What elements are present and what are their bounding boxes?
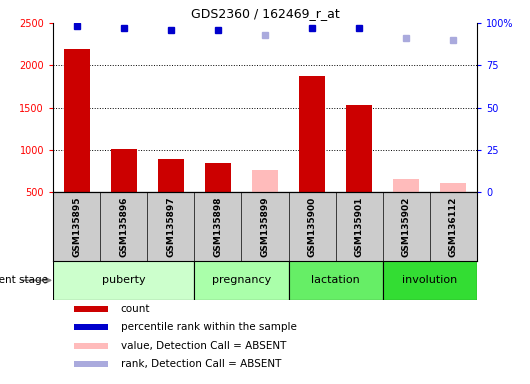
Text: lactation: lactation bbox=[311, 275, 360, 285]
Bar bbox=[393, 179, 419, 192]
Text: involution: involution bbox=[402, 275, 457, 285]
Text: GSM135900: GSM135900 bbox=[307, 197, 316, 257]
Bar bbox=[346, 105, 372, 192]
Text: GSM135902: GSM135902 bbox=[402, 196, 411, 257]
Bar bbox=[74, 324, 108, 330]
Text: GSM135895: GSM135895 bbox=[72, 196, 81, 257]
Text: GSM135901: GSM135901 bbox=[355, 196, 364, 257]
Bar bbox=[299, 76, 325, 192]
Bar bbox=[440, 183, 466, 192]
Bar bbox=[195, 261, 288, 300]
Bar bbox=[74, 343, 108, 349]
Text: GSM135899: GSM135899 bbox=[261, 196, 269, 257]
Text: development stage: development stage bbox=[0, 275, 48, 285]
Text: GSM135897: GSM135897 bbox=[166, 196, 175, 257]
Bar bbox=[158, 159, 184, 192]
Text: percentile rank within the sample: percentile rank within the sample bbox=[121, 322, 297, 332]
Bar bbox=[252, 170, 278, 192]
Text: GSM135896: GSM135896 bbox=[119, 196, 128, 257]
Text: puberty: puberty bbox=[102, 275, 145, 285]
Bar bbox=[53, 261, 195, 300]
Bar bbox=[383, 261, 477, 300]
Title: GDS2360 / 162469_r_at: GDS2360 / 162469_r_at bbox=[191, 7, 339, 20]
Text: GSM136112: GSM136112 bbox=[449, 196, 458, 257]
Bar bbox=[74, 361, 108, 367]
Text: pregnancy: pregnancy bbox=[212, 275, 271, 285]
Bar bbox=[111, 149, 137, 192]
Bar bbox=[64, 49, 90, 192]
Text: count: count bbox=[121, 304, 151, 314]
Text: rank, Detection Call = ABSENT: rank, Detection Call = ABSENT bbox=[121, 359, 281, 369]
Text: GSM135898: GSM135898 bbox=[214, 196, 223, 257]
Bar bbox=[74, 306, 108, 312]
Bar bbox=[288, 261, 383, 300]
Text: value, Detection Call = ABSENT: value, Detection Call = ABSENT bbox=[121, 341, 286, 351]
Bar bbox=[205, 163, 231, 192]
